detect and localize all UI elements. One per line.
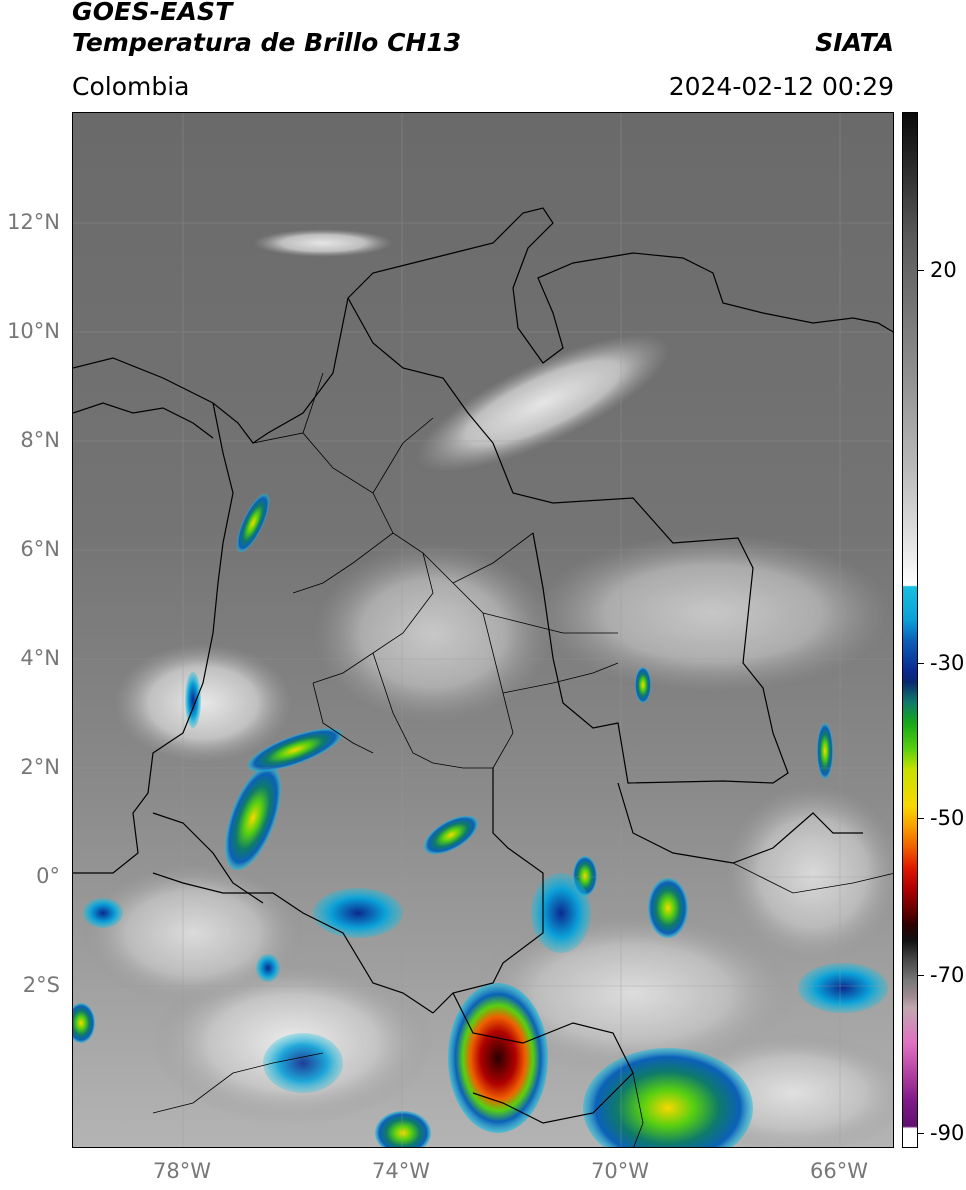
brazil-venezuela-border [617, 782, 863, 864]
datetime-label: 2024-02-12 00:29 [668, 72, 894, 101]
colorbar-label-minus50: -50 [930, 806, 965, 830]
colorbar-label-minus30: -30 [930, 651, 965, 675]
lat-label-0: 0° [36, 864, 60, 888]
lat-label-12n: 12°N [7, 210, 60, 234]
lat-label-2n: 2°N [20, 755, 60, 779]
lon-label-66w: 66°W [810, 1159, 868, 1183]
region-label: Colombia [72, 72, 190, 101]
colorbar-label-minus90: -90 [930, 1121, 965, 1145]
organization-label: SIATA [815, 28, 894, 57]
colorbar-label-20: 20 [930, 258, 957, 282]
lat-label-6n: 6°N [20, 537, 60, 561]
peru-brazil-border [452, 992, 634, 1124]
lat-label-10n: 10°N [7, 319, 60, 343]
cloud-layer [83, 229, 893, 1147]
coastline-caribbean [73, 207, 893, 444]
colombia-ecuador-border [152, 812, 264, 904]
product-subtitle: Temperatura de Brillo CH13 [72, 28, 462, 57]
convective-cells [73, 493, 888, 1147]
colombia-brazil-border [432, 768, 544, 1014]
colorbar-tick [918, 270, 924, 271]
graticule [73, 113, 893, 1147]
colorbar-tick [918, 663, 924, 664]
lat-label-4n: 4°N [20, 646, 60, 670]
colorbar-tick [918, 975, 924, 976]
borders [73, 207, 893, 1147]
lon-label-70w: 70°W [591, 1159, 649, 1183]
colorbar-label-minus70: -70 [930, 963, 965, 987]
lat-label-2s: 2°S [22, 973, 60, 997]
colombia-peru-border [152, 872, 434, 1014]
map-canvas [73, 113, 893, 1147]
panama-coast [73, 402, 214, 439]
colorbar-tick [918, 818, 924, 819]
colorbar-tick [918, 1133, 924, 1134]
product-title: GOES-EAST [72, 0, 233, 26]
coastline-pacific [73, 402, 234, 874]
satellite-map[interactable] [72, 112, 894, 1148]
colombia-venezuela-border [347, 297, 789, 784]
department-lines [252, 372, 619, 769]
temperature-colorbar [902, 112, 918, 1148]
lat-label-8n: 8°N [20, 428, 60, 452]
brazil-amazon-lines [152, 862, 893, 1147]
lon-label-74w: 74°W [372, 1159, 430, 1183]
lon-label-78w: 78°W [153, 1159, 211, 1183]
